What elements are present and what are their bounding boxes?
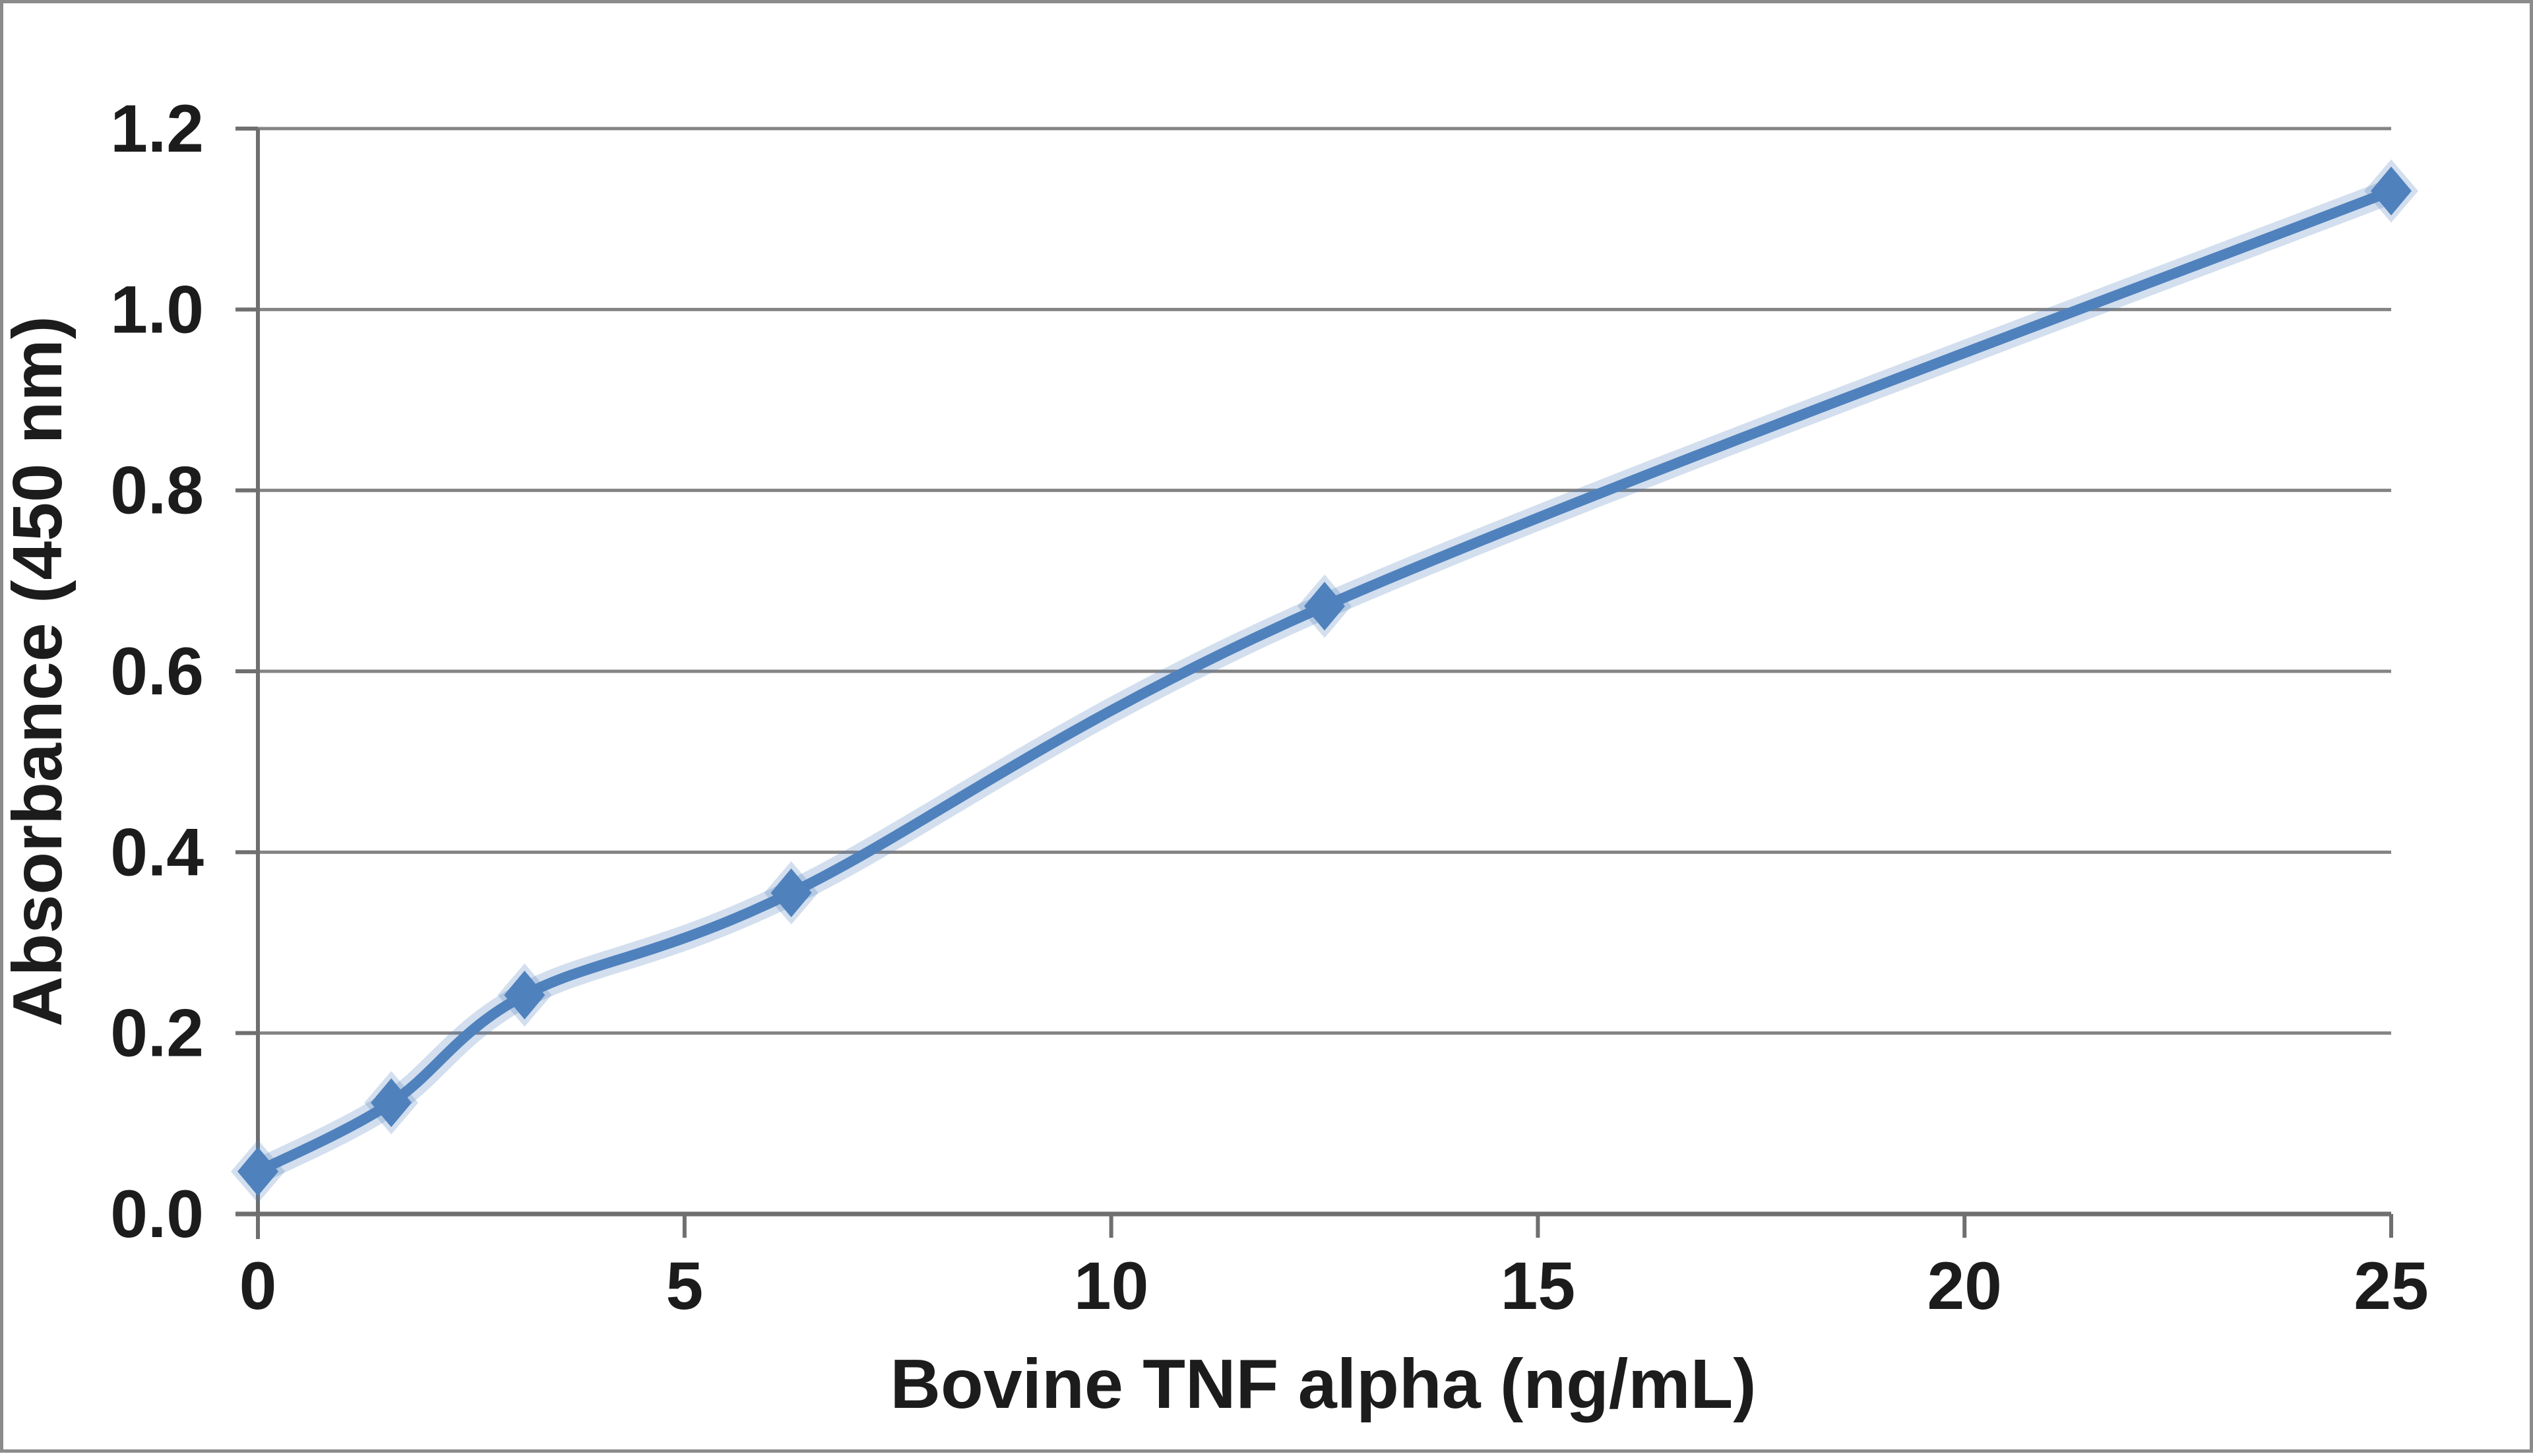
y-tick-label: 1.0 bbox=[110, 272, 204, 347]
y-tick-label: 0.4 bbox=[110, 814, 204, 890]
y-tick-label: 0.6 bbox=[110, 634, 204, 709]
x-tick-label: 15 bbox=[1501, 1248, 1575, 1323]
series-line-halo bbox=[258, 191, 2391, 1172]
y-tick-label: 0.8 bbox=[110, 453, 204, 528]
x-tick-label: 5 bbox=[666, 1248, 703, 1323]
x-tick-label: 25 bbox=[2354, 1248, 2428, 1323]
data-series-group bbox=[231, 160, 2418, 1203]
y-tick-label: 0.0 bbox=[110, 1176, 204, 1252]
x-tick-label: 20 bbox=[1927, 1248, 2001, 1323]
line-chart: 0.0 0.2 0.4 0.6 0.8 1.0 1.2 0 5 10 15 20 25 Bovine T… bbox=[3, 3, 2533, 1456]
x-tick-label: 10 bbox=[1074, 1248, 1148, 1323]
x-tick-label: 0 bbox=[239, 1248, 277, 1323]
y-tick-label: 1.2 bbox=[110, 91, 204, 166]
tick-labels-group: 0.0 0.2 0.4 0.6 0.8 1.0 1.2 0 5 10 15 20 25 bbox=[110, 91, 2429, 1323]
series-line bbox=[258, 191, 2391, 1172]
y-axis-title: Absorbance (450 nm) bbox=[3, 316, 77, 1027]
x-axis-title: Bovine TNF alpha (ng/mL) bbox=[890, 1345, 1756, 1423]
y-tick-label: 0.2 bbox=[110, 996, 204, 1071]
axis-ticks-group bbox=[235, 129, 2391, 1238]
axis-lines-group bbox=[235, 129, 2391, 1239]
